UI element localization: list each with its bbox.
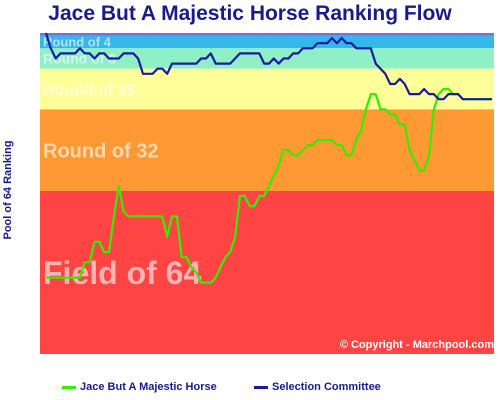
band-top bbox=[40, 33, 494, 36]
band-round-of-16 bbox=[40, 68, 494, 110]
legend-item-series-2: Selection Committee bbox=[254, 381, 381, 393]
band-label: Round of 4 bbox=[43, 35, 112, 50]
band-field-of-64 bbox=[40, 190, 494, 354]
legend: Jace But A Majestic Horse Selection Comm… bbox=[0, 381, 500, 397]
band-layer bbox=[40, 33, 494, 354]
legend-swatch-series-1 bbox=[62, 385, 76, 389]
band-round-of-32 bbox=[40, 109, 494, 191]
series-line-1 bbox=[46, 87, 492, 284]
copyright-notice: © Copyright - Marchpool.com bbox=[339, 339, 494, 351]
legend-label-series-2: Selection Committee bbox=[272, 381, 381, 393]
chart-title: Jace But A Majestic Horse Ranking Flow bbox=[48, 2, 452, 25]
band-label: Field of 64 bbox=[43, 255, 201, 291]
band-label: Round of 32 bbox=[43, 140, 159, 162]
legend-swatch-series-2 bbox=[254, 385, 268, 389]
band-label: Round of 16 bbox=[43, 82, 136, 99]
series-line-2 bbox=[44, 32, 492, 101]
legend-item-series-1: Jace But A Majestic Horse bbox=[62, 381, 217, 393]
band-round-of-4 bbox=[40, 35, 494, 49]
series-layer bbox=[44, 32, 492, 284]
band-round-of-8 bbox=[40, 48, 494, 69]
legend-label-series-1: Jace But A Majestic Horse bbox=[80, 381, 217, 393]
